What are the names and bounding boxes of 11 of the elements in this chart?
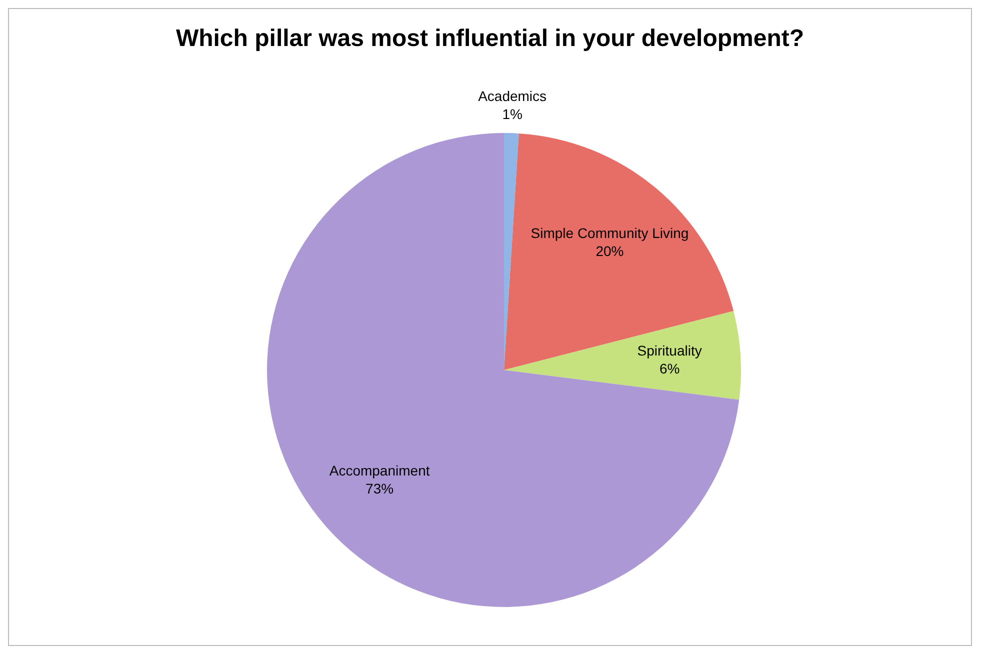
chart-title: Which pillar was most influential in your development? [174,25,806,54]
data-label: 1% [502,106,522,122]
slice-label: Spirituality [637,342,702,359]
data-label: 73% [366,480,394,497]
slice-label: Simple Community Living [530,225,689,242]
pie-slice [504,311,741,400]
data-label: 20% [596,243,624,260]
slice-label: Academics [478,88,547,104]
data-label: 6% [659,360,680,377]
slice-label: Accompaniment [329,462,430,479]
pie-slice [267,133,740,607]
